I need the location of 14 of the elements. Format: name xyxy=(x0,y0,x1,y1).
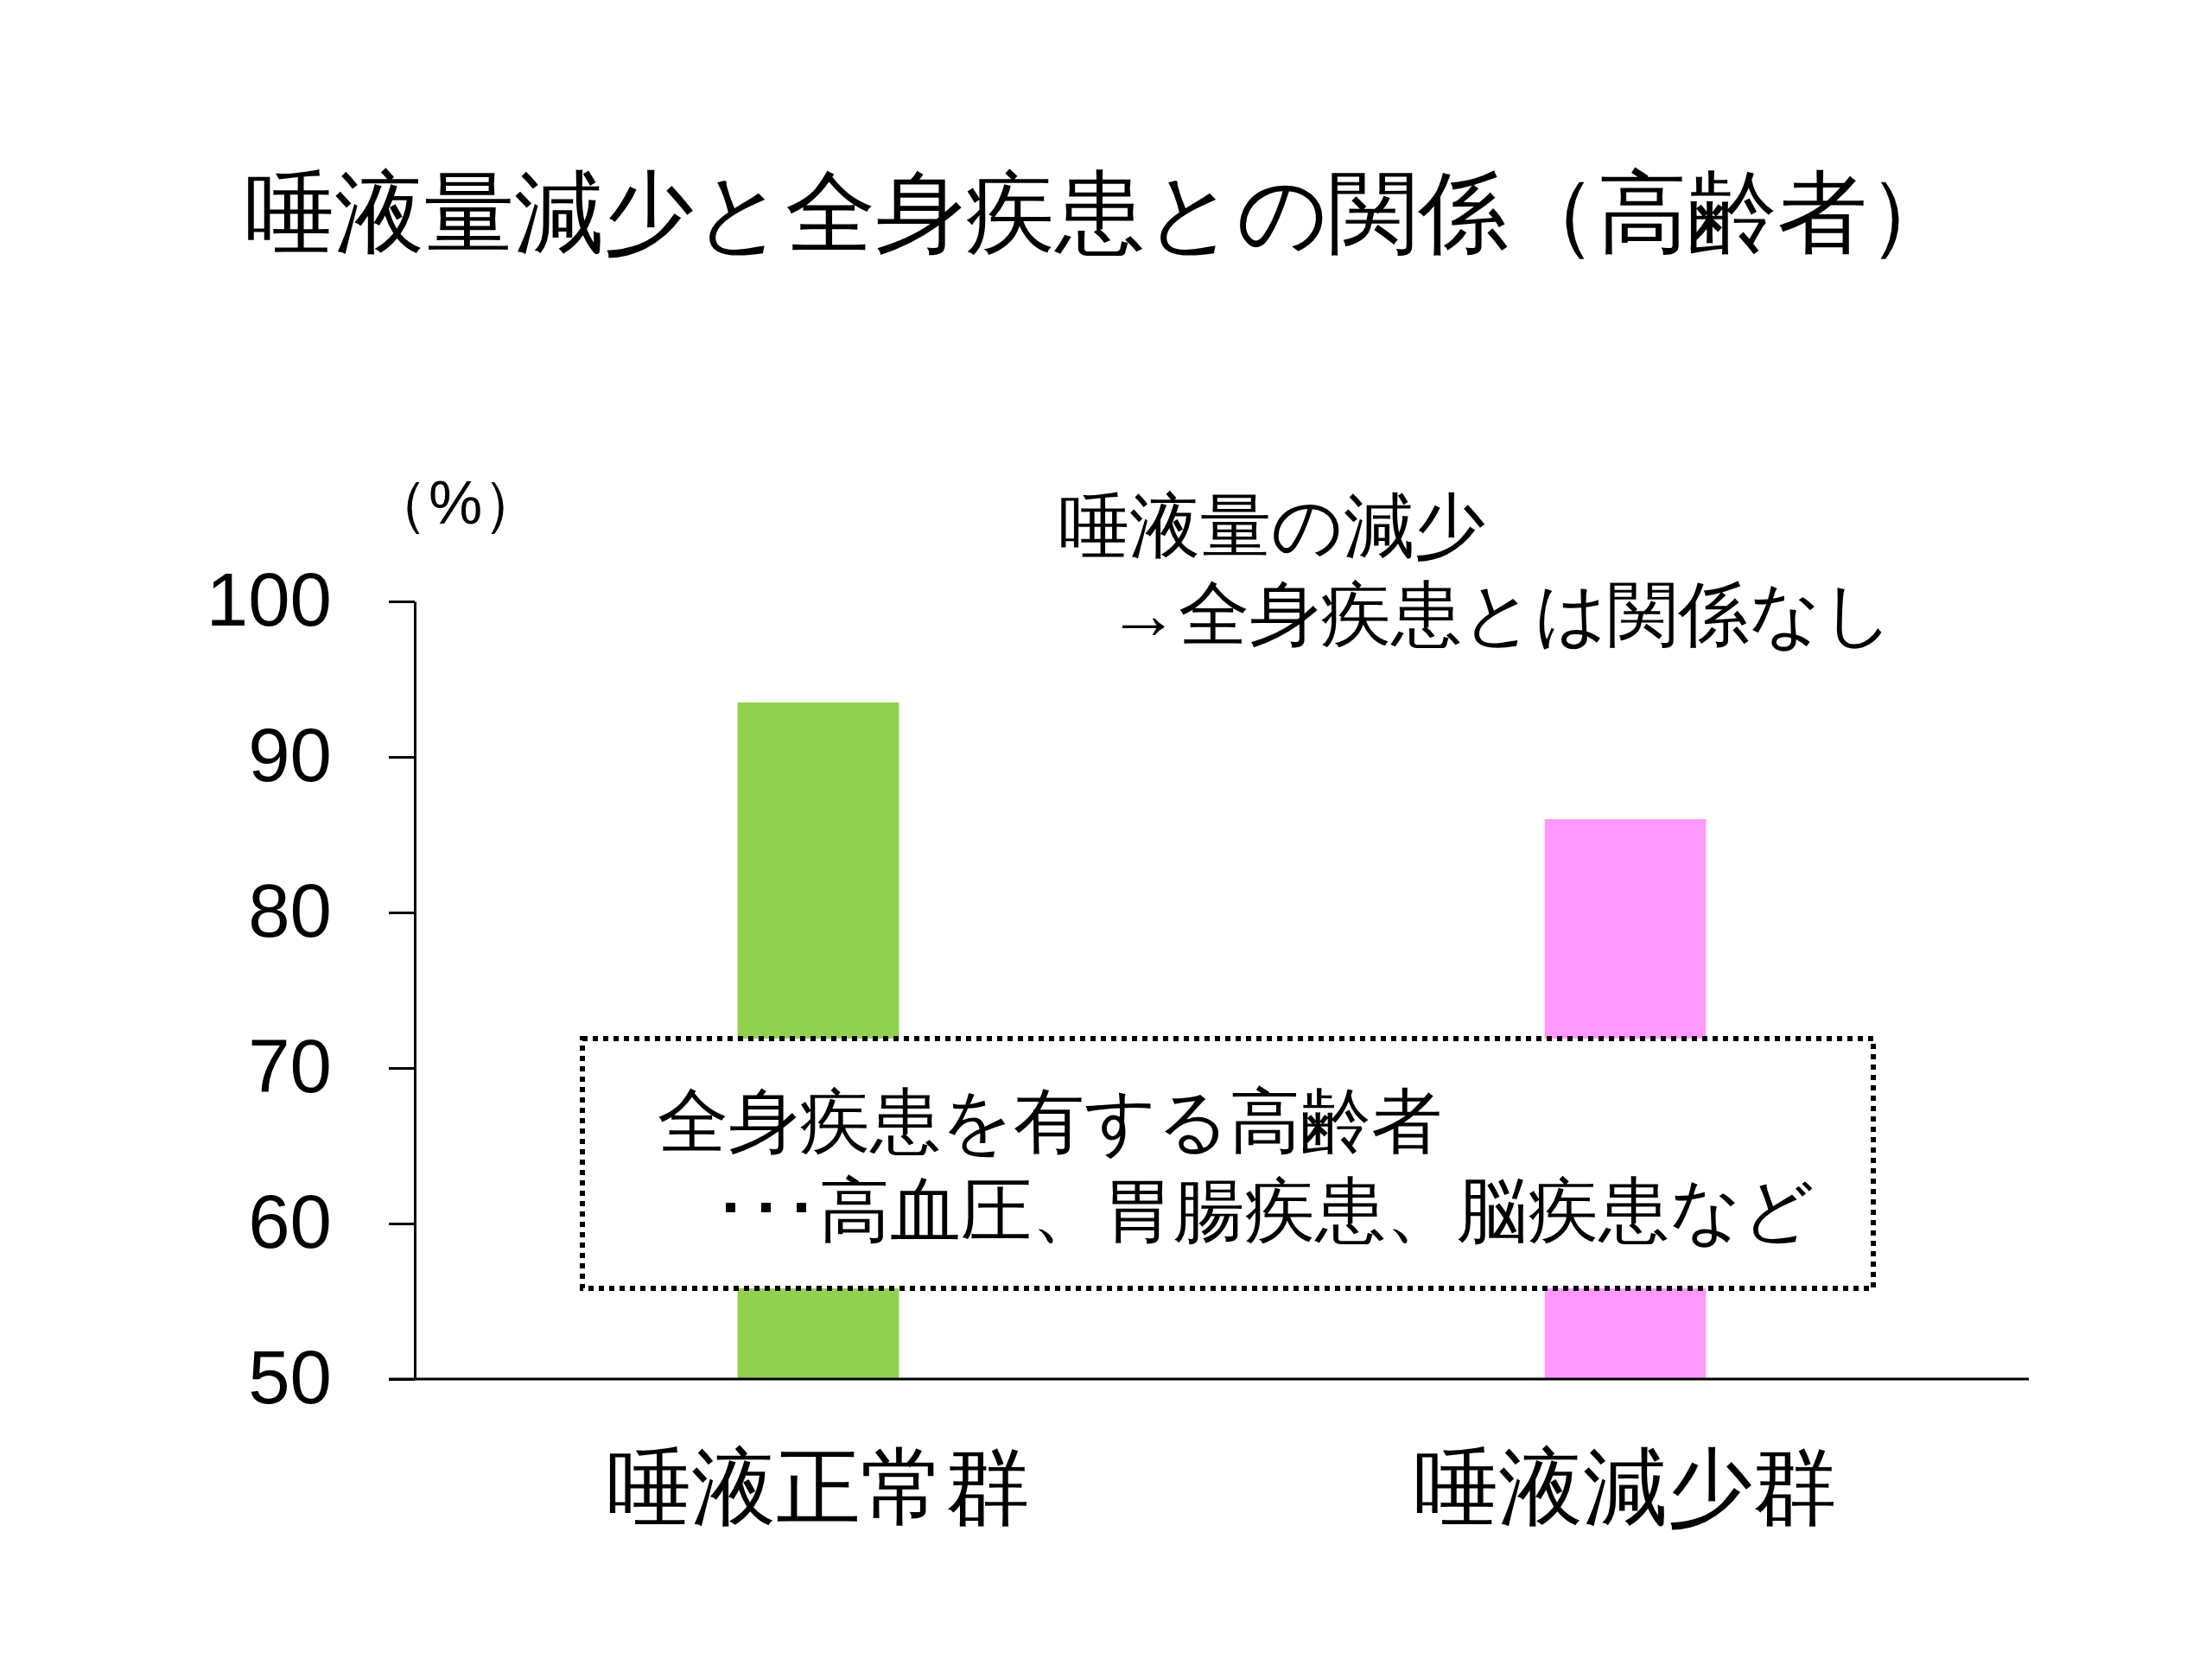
annotation: ･･･高血圧、胃腸疾患、脳疾患など xyxy=(713,1171,1815,1249)
annotation: →全身疾患とは関係なし xyxy=(1108,575,1894,653)
annotation: 全身疾患を有する高齢者 xyxy=(658,1082,1442,1160)
x-tick-label: 唾液正常群 xyxy=(607,1439,1030,1535)
text: 唾液量の減少 xyxy=(1058,486,1485,565)
chart-title: 唾液量減少と全身疾患との関係（高齢者） xyxy=(245,162,1957,263)
y-tick-label: 70 xyxy=(248,1024,332,1109)
y-tick-label: 100 xyxy=(206,557,332,642)
y-tick-label: 90 xyxy=(248,713,332,798)
y-tick-label: 60 xyxy=(248,1179,332,1264)
y-tick-label: 50 xyxy=(248,1335,332,1420)
y-axis-title: （%） xyxy=(367,469,543,537)
y-tick-label: 80 xyxy=(248,868,332,953)
x-tick-label: 唾液減少群 xyxy=(1414,1439,1837,1535)
